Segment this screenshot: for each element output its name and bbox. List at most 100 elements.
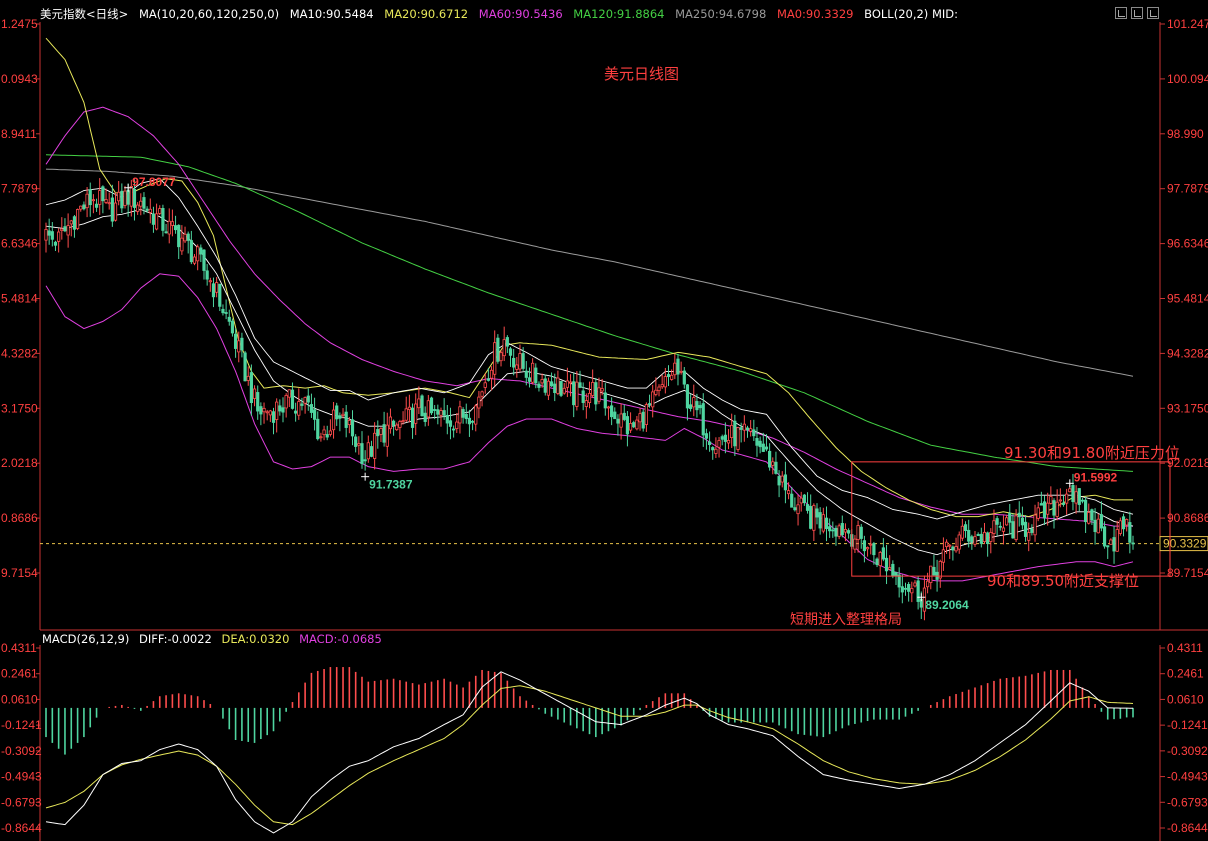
macd-dea-value: DEA:0.0320: [221, 632, 290, 646]
candle-body: [682, 370, 686, 385]
candle-body: [319, 436, 323, 439]
macd-tick-label-right: 0.4311: [1167, 641, 1203, 655]
candle-body: [1090, 509, 1094, 521]
candle-body: [774, 461, 778, 474]
candle-body: [812, 505, 816, 531]
candle-body: [1030, 528, 1034, 533]
candle-body: [752, 429, 756, 437]
candle-body: [306, 395, 310, 403]
y-tick-label-right: 90.8686: [1167, 511, 1208, 525]
candle-body: [104, 199, 108, 203]
candle-body: [973, 536, 977, 545]
candle-body: [948, 544, 952, 547]
support-note: 90和89.50附近支撑位: [987, 572, 1139, 590]
candle-body: [344, 411, 348, 428]
candle-body: [369, 446, 374, 457]
candle-body: [110, 197, 114, 222]
candle-body: [584, 400, 588, 408]
ma120-value: MA120:91.8864: [573, 7, 665, 21]
candle-body: [262, 407, 266, 413]
candle-body: [1128, 522, 1132, 543]
candle-body: [1008, 512, 1012, 523]
candle-body: [211, 283, 216, 298]
candle-body: [44, 229, 48, 241]
boll-label[interactable]: BOLL(20,2) MID:: [864, 7, 958, 21]
candle-body: [101, 186, 105, 202]
y-tick-label-right: 97.7879: [1167, 182, 1208, 196]
candle-body: [297, 401, 301, 416]
candle-body: [960, 525, 964, 539]
candle-body: [581, 390, 585, 403]
macd-diff-line: [45, 671, 1133, 834]
candle-body: [1112, 537, 1116, 552]
candle-body: [957, 534, 961, 550]
y-tick-label-left: 7.7879: [1, 182, 38, 196]
candle-body: [423, 412, 427, 422]
candle-body: [79, 205, 83, 210]
candle-body: [606, 406, 611, 409]
candle-body: [1052, 500, 1056, 516]
candle-body: [259, 406, 263, 415]
candle-body: [692, 397, 696, 408]
candle-body: [186, 233, 190, 241]
candle-body: [676, 358, 680, 375]
candle-body: [85, 193, 89, 209]
candle-body: [1115, 529, 1119, 552]
boll-lower-line: [45, 273, 1134, 582]
high-price-label: 97.8077: [132, 175, 176, 189]
candle-body: [562, 387, 566, 394]
macd-tick-label-left: -0.4943: [1, 770, 42, 784]
candle-body: [395, 424, 399, 431]
y-tick-label-right: 94.3282: [1167, 346, 1208, 360]
candle-body: [224, 312, 228, 314]
chart-toggle-icon[interactable]: [1115, 7, 1127, 19]
candle-body: [575, 381, 579, 407]
instrument-title[interactable]: 美元指数<日线>: [40, 7, 129, 21]
candle-body: [486, 378, 490, 381]
candle-body: [711, 447, 715, 451]
macd-params[interactable]: MACD(26,12,9): [42, 632, 130, 646]
candle-body: [126, 189, 130, 205]
candle-body: [218, 283, 222, 307]
candle-body: [249, 372, 253, 403]
candle-body: [439, 410, 443, 416]
candle-body: [717, 440, 721, 448]
candle-body: [1055, 501, 1059, 517]
macd-tick-label-right: -0.3092: [1167, 744, 1208, 758]
ma10-value: MA10:90.5484: [289, 7, 374, 21]
candle-body: [799, 497, 803, 504]
resistance-note: 91.30和91.80附近压力位: [1004, 444, 1180, 462]
y-tick-label-left: 8.9411: [1, 127, 37, 141]
macd-diff-value: DIFF:-0.0022: [139, 632, 212, 646]
candle-body: [587, 393, 592, 404]
candle-body: [237, 340, 241, 353]
candle-body: [723, 434, 727, 442]
candle-body: [831, 529, 835, 532]
candle-body: [638, 413, 642, 423]
candle-body: [689, 404, 693, 409]
candle-body: [398, 421, 402, 428]
candle-body: [120, 190, 124, 209]
candle-body: [278, 405, 282, 412]
candle-body: [461, 409, 465, 418]
chart-settings-icon[interactable]: [1131, 7, 1143, 19]
candle-body: [742, 423, 746, 431]
candle-body: [632, 422, 636, 428]
candle-body: [1061, 502, 1066, 505]
candle-body: [786, 490, 791, 495]
candle-body: [417, 398, 421, 409]
candle-body: [875, 558, 879, 566]
candle-body: [847, 530, 851, 534]
ma-params[interactable]: MA(10,20,60,120,250,0): [138, 7, 280, 21]
chart-close-icon[interactable]: [1147, 7, 1159, 19]
candle-body: [1077, 488, 1081, 505]
candle-body: [531, 362, 535, 383]
candle-body: [202, 249, 206, 271]
candle-body: [698, 405, 702, 409]
candle-body: [1084, 499, 1088, 523]
candle-body: [619, 413, 623, 428]
candle-body: [158, 208, 162, 214]
candle-body: [610, 405, 614, 418]
candle-body: [556, 377, 560, 394]
